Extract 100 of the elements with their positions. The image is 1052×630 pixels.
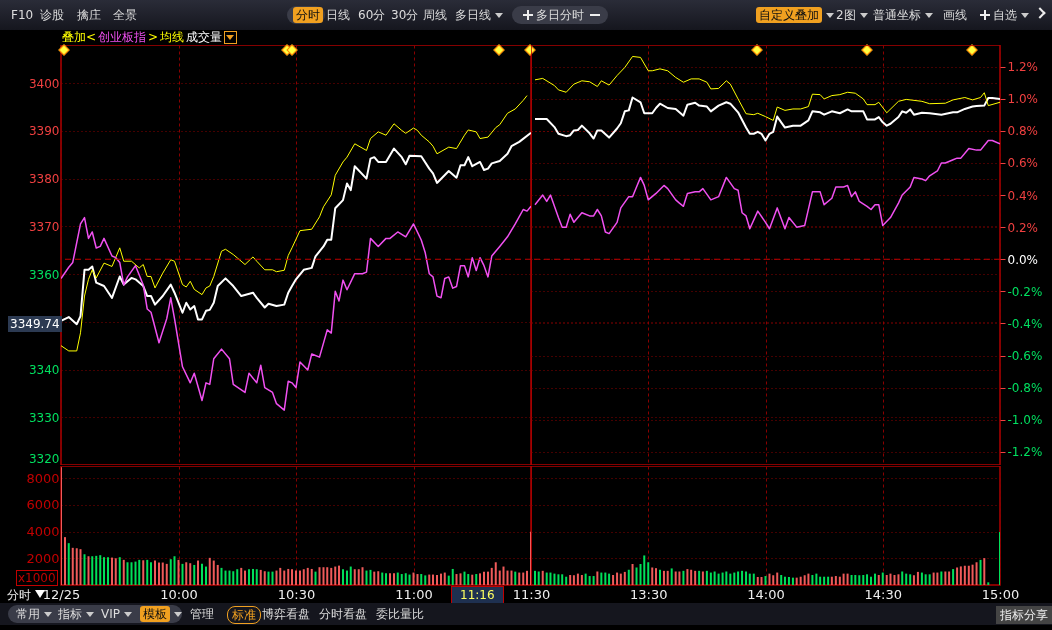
bar bbox=[201, 563, 203, 585]
bar bbox=[631, 564, 634, 585]
bar bbox=[733, 572, 736, 585]
y-tick-label: 3380 bbox=[28, 172, 60, 187]
bar bbox=[799, 576, 802, 585]
y-tick-label: 3320 bbox=[28, 451, 60, 466]
bar bbox=[146, 559, 149, 585]
bar bbox=[494, 562, 497, 585]
bar bbox=[842, 573, 845, 585]
bar bbox=[936, 572, 939, 585]
x-tick-label: 10:00 bbox=[160, 586, 198, 602]
bar bbox=[236, 569, 239, 585]
bar bbox=[322, 567, 325, 585]
bar bbox=[967, 565, 970, 585]
bar bbox=[134, 561, 137, 585]
text: 周线 bbox=[423, 7, 447, 23]
text: 自选 bbox=[993, 7, 1017, 23]
x-tick-label: 14:30 bbox=[864, 586, 902, 602]
bar bbox=[713, 571, 716, 585]
y-tick-label: 4000 bbox=[26, 524, 60, 540]
bar bbox=[263, 571, 266, 585]
bar bbox=[533, 570, 536, 585]
text: 叠加< bbox=[62, 30, 97, 45]
x-tick-label: 10:30 bbox=[277, 586, 316, 602]
text: 多日分时 bbox=[536, 7, 584, 23]
bar bbox=[275, 570, 278, 585]
bar bbox=[948, 571, 951, 585]
y2-tick-label: 0.6% bbox=[1007, 156, 1038, 171]
bar bbox=[572, 575, 575, 585]
text: 全景 bbox=[113, 7, 137, 23]
bar bbox=[318, 567, 321, 585]
bar bbox=[619, 573, 622, 585]
bar bbox=[975, 562, 978, 585]
bar bbox=[181, 563, 184, 585]
bar bbox=[580, 574, 583, 585]
bar bbox=[952, 569, 955, 585]
bar bbox=[95, 555, 98, 585]
bar bbox=[483, 571, 485, 585]
bar bbox=[924, 574, 927, 585]
bar bbox=[811, 574, 814, 585]
y-tick-label: 3400 bbox=[28, 76, 60, 91]
bar bbox=[173, 556, 176, 585]
bar bbox=[455, 574, 458, 585]
bar bbox=[99, 555, 102, 585]
bar bbox=[745, 571, 748, 585]
bar bbox=[815, 573, 818, 585]
y2-tick-label: 1.2% bbox=[1007, 60, 1038, 75]
y-tick-label: 8000 bbox=[26, 470, 60, 486]
bar bbox=[561, 574, 564, 585]
bar bbox=[498, 570, 501, 585]
bar bbox=[741, 570, 744, 585]
bar bbox=[197, 560, 200, 585]
bar bbox=[404, 573, 407, 585]
y-tick-label: 6000 bbox=[26, 497, 60, 513]
bar bbox=[248, 569, 250, 585]
bar bbox=[569, 574, 572, 585]
bar bbox=[944, 571, 947, 585]
bar bbox=[467, 574, 470, 585]
y2-tick-label: 0.2% bbox=[1007, 220, 1038, 235]
text: 60分 bbox=[358, 7, 386, 23]
x-tick-label: 11:30 bbox=[512, 586, 551, 602]
bar bbox=[791, 577, 794, 585]
bar bbox=[838, 576, 841, 585]
bar bbox=[502, 566, 505, 585]
bar bbox=[205, 566, 207, 585]
bar bbox=[291, 569, 294, 585]
bar bbox=[377, 571, 380, 585]
bar bbox=[232, 571, 235, 585]
bar bbox=[295, 570, 297, 585]
bar bbox=[705, 570, 708, 585]
bar bbox=[854, 574, 857, 585]
bar bbox=[682, 570, 685, 585]
bar bbox=[787, 576, 790, 585]
bar bbox=[889, 573, 892, 585]
y2-tick-label: -1.0% bbox=[1007, 413, 1043, 428]
bar bbox=[549, 572, 552, 585]
text: 3349.74 bbox=[8, 316, 62, 332]
bar bbox=[776, 572, 779, 585]
bar bbox=[130, 562, 133, 585]
bar bbox=[748, 573, 751, 585]
bar bbox=[709, 572, 712, 585]
bar bbox=[267, 571, 270, 585]
text: VIP bbox=[101, 606, 120, 622]
bar bbox=[408, 574, 411, 585]
bar bbox=[971, 564, 974, 585]
bar bbox=[67, 543, 70, 585]
bar bbox=[114, 558, 117, 585]
bar bbox=[111, 557, 113, 585]
bar bbox=[932, 572, 935, 585]
bar bbox=[459, 573, 462, 585]
bar bbox=[643, 555, 646, 585]
y-tick-label: 3340 bbox=[28, 363, 60, 378]
bar bbox=[302, 569, 305, 585]
bar bbox=[369, 569, 372, 585]
bar bbox=[475, 574, 478, 585]
x-tick-label: 14:00 bbox=[747, 586, 785, 602]
bar bbox=[420, 574, 423, 585]
text: 诊股 bbox=[40, 7, 64, 23]
bar bbox=[604, 572, 607, 585]
bar bbox=[381, 572, 384, 585]
